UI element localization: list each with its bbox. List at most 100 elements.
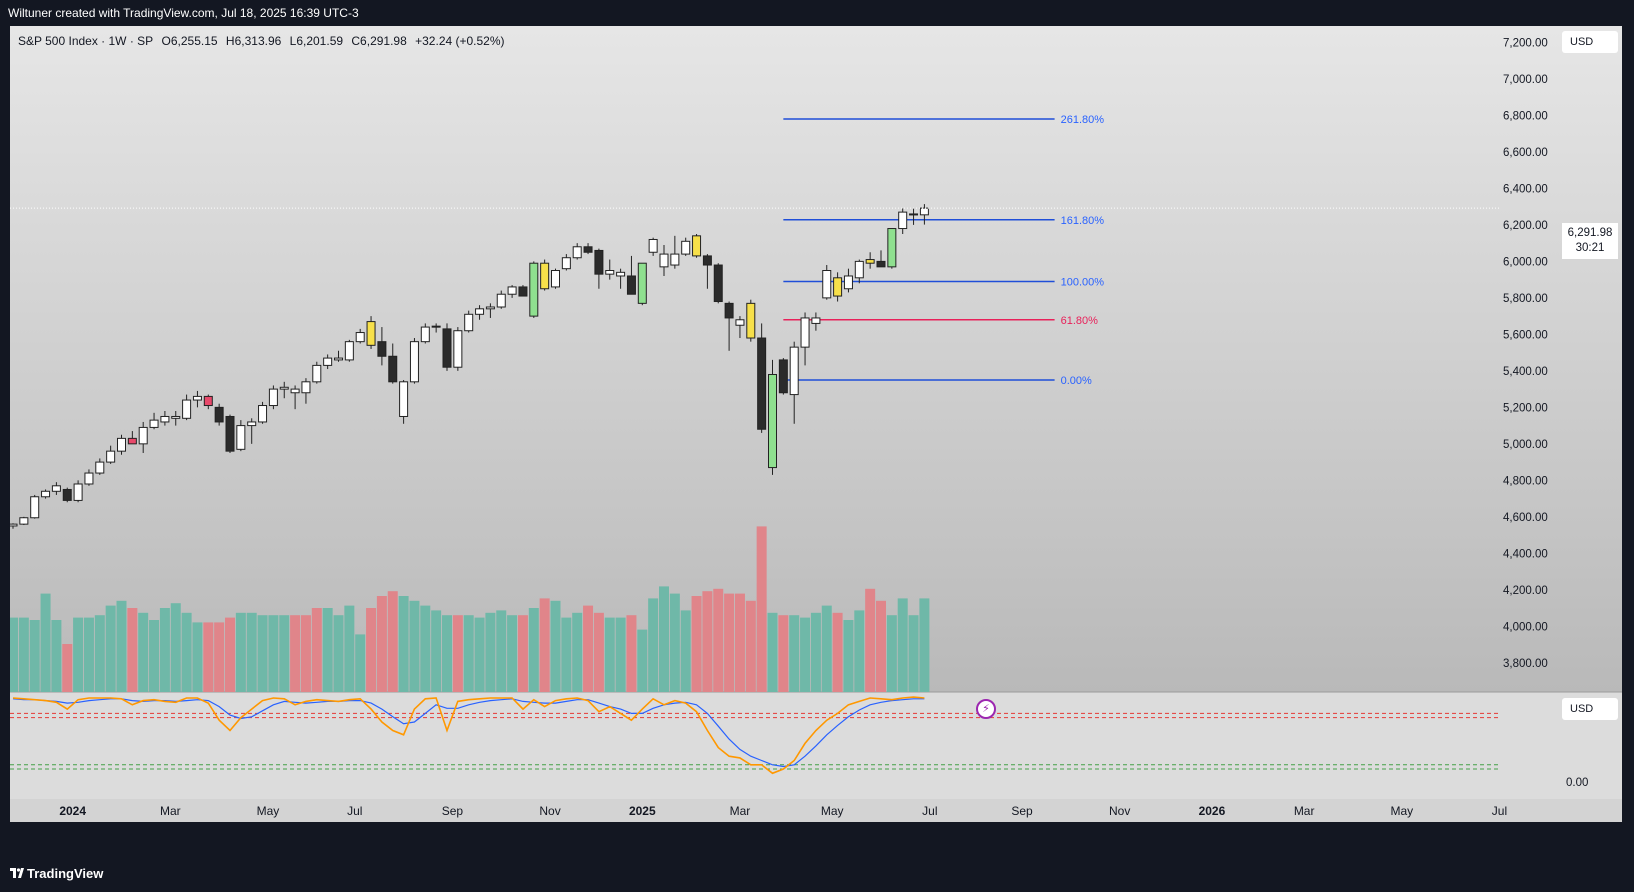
candle-body (236, 425, 246, 450)
candle-body (594, 249, 604, 275)
chart-canvas[interactable]: 261.80% 161.80% 100.00% 61.80% 0.00% 3,800.0… (10, 26, 1622, 856)
volume-bar (127, 608, 138, 692)
fib-level-label: 261.80% (1061, 114, 1105, 126)
volume-bar (246, 612, 257, 692)
volume-bar (225, 617, 235, 692)
candle-body (768, 374, 777, 469)
time-axis[interactable]: 2024 Mar May Jul Sep Nov 2025 Mar May Jul Sep Nov 20… (59, 804, 1507, 818)
volume-bar (463, 615, 474, 692)
candle-body (442, 328, 452, 368)
currency-badge-rsi[interactable]: USD (1562, 698, 1618, 720)
candle-body (203, 395, 213, 407)
volume-bar (279, 615, 290, 692)
volume-bar (387, 591, 398, 692)
candle-body (301, 381, 311, 394)
candle-body (214, 406, 224, 423)
volume-bar (181, 612, 192, 692)
volume-bar (431, 610, 442, 692)
chart-frame: 261.80% 161.80% 100.00% 61.80% 0.00% 3,800.0… (10, 26, 1622, 856)
time-tick-label: Mar (730, 804, 751, 818)
candle-body (149, 419, 159, 428)
volume-bar (897, 598, 908, 692)
candle-body (626, 275, 636, 295)
volume-bar (496, 610, 507, 692)
volume-bar (669, 593, 680, 692)
candle-body (789, 346, 799, 396)
volume-bar (333, 615, 344, 692)
candle-body (865, 259, 875, 264)
price-tick-label: 4,200.00 (1503, 585, 1548, 597)
time-tick-label: Nov (539, 804, 560, 818)
volume-bar (420, 605, 431, 692)
price-tick-label: 6,400.00 (1503, 183, 1548, 195)
volume-bar (528, 608, 539, 692)
candle-body (192, 395, 202, 401)
volume-bar (452, 615, 463, 692)
currency-badge-main[interactable]: USD (1562, 31, 1618, 53)
price-tick-label: 5,600.00 (1503, 329, 1548, 341)
volume-bar (105, 605, 116, 692)
price-tick-label: 4,000.00 (1503, 621, 1548, 633)
lightning-icon[interactable]: ⚡ (976, 699, 996, 719)
legend-low: L6,201.59 (289, 34, 344, 48)
time-tick-label: Nov (1109, 804, 1130, 818)
candle-body (409, 341, 419, 383)
candle-body (746, 302, 756, 339)
candle-body (854, 260, 864, 279)
candle-body (475, 308, 485, 315)
candle-body (247, 421, 257, 427)
candle-body (811, 317, 821, 324)
volume-bar (919, 598, 930, 692)
volume-bar (149, 620, 160, 692)
volume-bar (713, 588, 724, 692)
candle-body (62, 488, 72, 501)
candle-body (778, 359, 788, 394)
candle-body (648, 238, 658, 253)
time-tick-label: 2025 (629, 804, 656, 818)
volume-bar (268, 615, 279, 692)
candle-body (127, 437, 137, 445)
candle-body (30, 496, 40, 519)
candle-body (268, 388, 278, 407)
volume-bar (376, 596, 387, 692)
volume-bar (800, 617, 811, 692)
volume-bar (73, 617, 84, 692)
time-tick-label: Sep (1011, 804, 1033, 818)
current-price-label: 6,291.98 30:21 (1562, 223, 1618, 259)
volume-bar (648, 598, 659, 692)
candle-body (540, 262, 550, 290)
candle-body (692, 235, 702, 257)
candle-body (399, 381, 409, 417)
volume-bar (572, 612, 583, 692)
candle-body (464, 313, 474, 332)
fib-level-label: 100.00% (1061, 276, 1105, 288)
volume-bar (485, 612, 496, 692)
volume-bar (214, 622, 225, 692)
candle-body (659, 253, 669, 268)
candle-body (431, 325, 441, 328)
candle-body (876, 260, 886, 268)
candle-body (51, 485, 61, 492)
volume-bar (442, 615, 452, 692)
candle-body (724, 302, 734, 319)
time-tick-label: Jul (1492, 804, 1507, 818)
volume-bar (474, 617, 485, 692)
price-tick-label: 4,600.00 (1503, 512, 1548, 524)
candle-body (73, 483, 83, 501)
price-tick-label: 5,400.00 (1503, 366, 1548, 378)
volume-bar (886, 615, 897, 692)
candle-body (323, 357, 333, 366)
candle-body (507, 286, 517, 295)
bar-countdown-timer: 30:21 (1575, 242, 1605, 254)
volume-bar (116, 600, 127, 692)
volume-bar (409, 600, 420, 692)
candlesticks (10, 204, 929, 529)
time-tick-label: May (257, 804, 280, 818)
candle-body (388, 355, 398, 383)
tradingview-brand[interactable]: TradingView (10, 866, 103, 881)
candle-body (366, 321, 376, 346)
candle-body (713, 264, 723, 303)
price-axis[interactable]: 3,800.00 4,000.00 4,200.00 4,400.00 4,600.00… (1503, 37, 1548, 669)
volume-bar (398, 596, 409, 692)
candle-body (887, 228, 897, 268)
